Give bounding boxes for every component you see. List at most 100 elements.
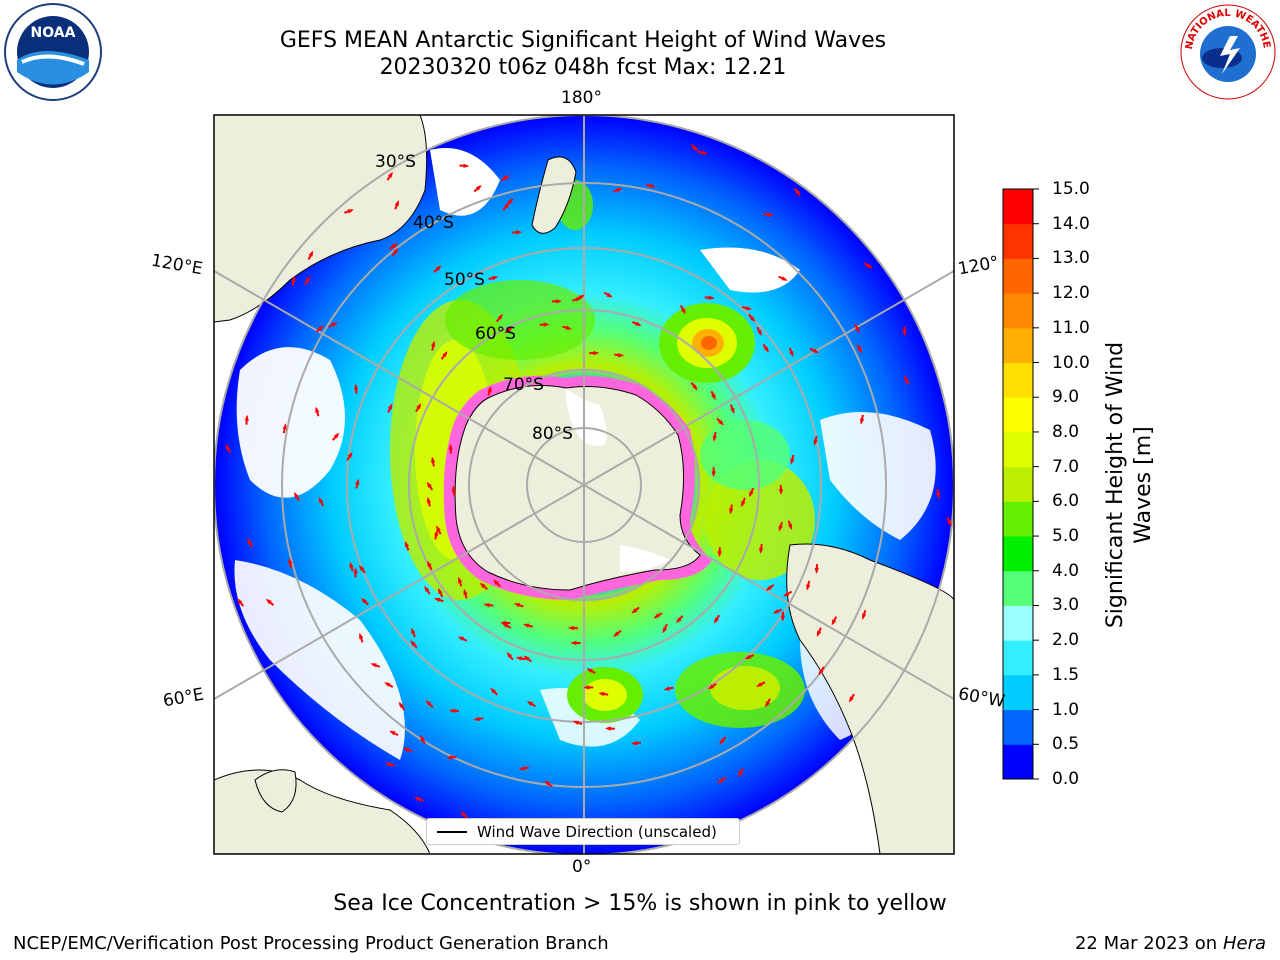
wave-direction-arrowhead [812, 348, 820, 354]
wave-direction-arrowhead [293, 491, 299, 499]
lat-label-50s: 50°S [444, 270, 485, 290]
colorbar [1003, 188, 1039, 780]
map-legend: Wind Wave Direction (unscaled) [426, 818, 740, 845]
wave-direction-arrowhead [460, 811, 467, 817]
colorbar-segment [1003, 501, 1033, 537]
wave-direction-arrowhead [772, 609, 779, 614]
wave-direction-arrowhead [708, 295, 715, 300]
wave-direction-arrowhead [384, 682, 391, 687]
wave-direction-arrowhead [692, 384, 698, 391]
wave-direction-arrowhead [848, 696, 854, 703]
wave-direction-arrowhead [411, 627, 416, 635]
map-frame [213, 114, 955, 855]
wave-direction-arrowhead [783, 591, 790, 597]
wave-direction-arrowhead [387, 171, 393, 178]
wave-direction-arrowhead [738, 771, 743, 778]
colorbar-title-line1: Significant Height of Wind [1103, 341, 1128, 629]
lat-label-60s: 60°S [475, 324, 516, 344]
wave-direction-arrowhead [431, 456, 436, 463]
legend-label: Wind Wave Direction (unscaled) [477, 823, 717, 841]
wave-direction-arrowhead [490, 687, 496, 694]
colorbar-segment [1003, 397, 1033, 433]
wave-direction-arrowhead [795, 190, 801, 197]
australia-land [214, 115, 428, 323]
wave-direction-arrowhead [506, 326, 513, 332]
wave-direction-arrowhead [617, 352, 625, 358]
wave-direction-arrowhead [448, 708, 456, 714]
wave-direction-arrowhead [635, 321, 642, 326]
wave-direction-arrowhead [765, 701, 770, 708]
wave-field-east [705, 460, 815, 580]
wave-direction-arrowhead [767, 212, 774, 217]
wave-direction-arrowhead [353, 567, 358, 574]
colorbar-tick-label: 14.0 [1052, 213, 1090, 234]
wave-direction-arrowhead [237, 598, 243, 605]
wave-direction-arrowhead [555, 299, 562, 304]
colorbar-title-line2: Waves [m] [1131, 426, 1156, 544]
wave-direction-arrowhead [394, 200, 399, 207]
colorbar-segment [1003, 605, 1033, 641]
wave-direction-arrowhead [305, 275, 311, 283]
wave-direction-arrowhead [543, 322, 550, 327]
wave-direction-arrowhead [572, 720, 579, 725]
wave-direction-arrowhead [516, 230, 523, 235]
colorbar-tick-label: 0.5 [1052, 734, 1080, 755]
wave-direction-arrowhead [717, 778, 724, 784]
wave-direction-arrowhead [935, 492, 941, 499]
wave-direction-arrowhead [711, 393, 716, 401]
wave-direction-arrowhead [225, 443, 231, 451]
chart-title: GEFS MEAN Antarctic Significant Height o… [279, 28, 887, 53]
wave-direction-arrowhead [570, 640, 577, 646]
wave-direction-arrowhead [741, 500, 746, 508]
wave-direction-arrowhead [663, 686, 670, 691]
colorbar-tick-label: 3.0 [1052, 595, 1080, 616]
wave-direction-arrowhead [247, 538, 252, 545]
colorbar-tick-label: 4.0 [1052, 560, 1080, 581]
wave-direction-arrowhead [389, 730, 396, 736]
wave-direction-arrowhead [816, 630, 822, 637]
colorbar-tick-label: 6.0 [1052, 491, 1080, 512]
weddell-ice-shelf [620, 545, 670, 572]
wave-direction-arrowhead [475, 184, 482, 191]
wave-direction-arrowhead [426, 481, 432, 488]
wave-direction-arrowhead [593, 350, 600, 356]
wave-direction-arrowhead [473, 716, 480, 721]
wave-direction-arrowhead [756, 682, 763, 687]
wave-direction-arrowhead [718, 419, 725, 426]
wave-direction-arrowhead [712, 435, 717, 442]
colorbar-segment [1003, 709, 1033, 745]
wave-direction-arrowhead [523, 623, 530, 628]
wave-direction-arrowhead [501, 623, 509, 628]
colorbar-tick-label: 1.5 [1052, 664, 1080, 685]
wave-direction-arrowhead [391, 243, 398, 249]
wave-direction-arrowhead [730, 407, 735, 414]
wave-direction-arrowhead [355, 478, 360, 485]
wave-direction-arrowhead [504, 202, 510, 209]
colorbar-tick-label: 2.0 [1052, 630, 1080, 651]
wave-direction-arrowhead [358, 564, 365, 571]
wave-direction-arrowhead [433, 597, 441, 603]
wind-wave-arrows [225, 143, 952, 829]
colorbar-tick-label: 7.0 [1052, 456, 1080, 477]
wave-direction-arrowhead [854, 326, 860, 334]
wave-direction-arrowhead [676, 617, 682, 624]
wave-direction-arrowhead [780, 615, 786, 622]
wave-direction-arrowhead [353, 383, 359, 390]
wave-direction-arrowhead [778, 525, 783, 532]
colorbar-frame [1002, 188, 1034, 780]
wave-direction-arrowhead [424, 585, 430, 592]
wave-direction-arrowhead [405, 541, 410, 548]
wave-direction-arrowhead [503, 175, 510, 181]
wave-direction-arrowhead [692, 146, 699, 152]
wave-direction-arrowhead [370, 663, 377, 668]
wave-direction-arrowhead [565, 325, 573, 330]
colorbar-segment [1003, 223, 1033, 259]
colorbar-tick-label: 8.0 [1052, 421, 1080, 442]
credit-text: NCEP/EMC/Verification Post Processing Pr… [13, 933, 609, 954]
graticule [214, 115, 954, 854]
colorbar-tick-label: 10.0 [1052, 352, 1090, 373]
wave-direction-arrowhead [463, 163, 470, 168]
wave-direction-arrowhead [435, 265, 442, 271]
meridian-60e-120w [214, 270, 954, 700]
wave-direction-arrowhead [393, 247, 399, 254]
